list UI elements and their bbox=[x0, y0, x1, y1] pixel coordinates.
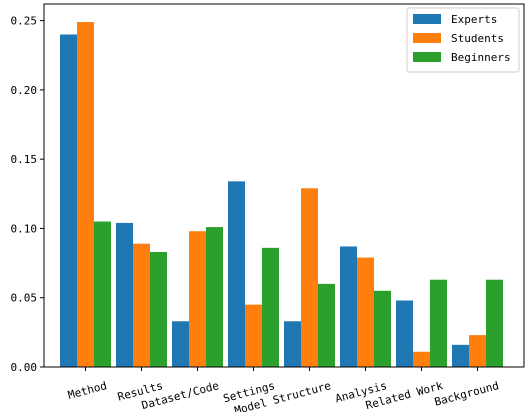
legend-swatch-students bbox=[413, 33, 441, 43]
legend-label-students: Students bbox=[451, 32, 504, 45]
y-tick-label: 0.10 bbox=[11, 222, 38, 235]
bar-beginners-background bbox=[486, 279, 503, 367]
legend: Experts Students Beginners bbox=[406, 7, 520, 73]
bar-experts-related-work bbox=[396, 300, 413, 367]
y-tick-label: 0.25 bbox=[11, 15, 38, 28]
bar-experts-results bbox=[116, 222, 133, 367]
bar-students-method bbox=[77, 22, 94, 367]
bar-students-model-structure bbox=[301, 188, 318, 367]
y-tick-label: 0.00 bbox=[11, 361, 38, 374]
legend-label-beginners: Beginners bbox=[451, 51, 511, 64]
plot-frame bbox=[43, 3, 525, 368]
legend-label-experts: Experts bbox=[451, 13, 497, 26]
bar-students-dataset-code bbox=[189, 231, 206, 367]
bars-group bbox=[60, 22, 503, 367]
bar-students-settings bbox=[245, 304, 262, 367]
bar-beginners-settings bbox=[262, 247, 279, 367]
bar-students-background bbox=[469, 335, 486, 367]
y-axis: 0.00 0.05 0.10 0.15 0.20 0.25 bbox=[11, 15, 44, 374]
bar-experts-model-structure bbox=[284, 321, 301, 367]
legend-swatch-beginners bbox=[413, 52, 441, 62]
bar-beginners-model-structure bbox=[318, 283, 335, 367]
bar-experts-settings bbox=[228, 181, 245, 367]
bar-experts-method bbox=[60, 34, 77, 367]
x-tick-label: Background bbox=[433, 379, 500, 409]
y-tick-label: 0.05 bbox=[11, 292, 38, 305]
bar-students-analysis bbox=[357, 257, 374, 367]
bar-experts-analysis bbox=[340, 246, 357, 367]
bar-students-results bbox=[133, 243, 150, 367]
bar-beginners-results bbox=[150, 252, 167, 367]
bar-beginners-analysis bbox=[374, 290, 391, 367]
bar-students-related-work bbox=[413, 351, 430, 367]
y-tick-label: 0.20 bbox=[11, 84, 38, 97]
bar-experts-dataset-code bbox=[172, 321, 189, 367]
bar-beginners-related-work bbox=[430, 279, 447, 367]
bar-beginners-dataset-code bbox=[206, 227, 223, 367]
bar-experts-background bbox=[452, 344, 469, 367]
legend-swatch-experts bbox=[413, 14, 441, 24]
x-tick-label: Method bbox=[67, 379, 109, 402]
y-tick-label: 0.15 bbox=[11, 153, 38, 166]
bar-beginners-method bbox=[94, 221, 111, 367]
